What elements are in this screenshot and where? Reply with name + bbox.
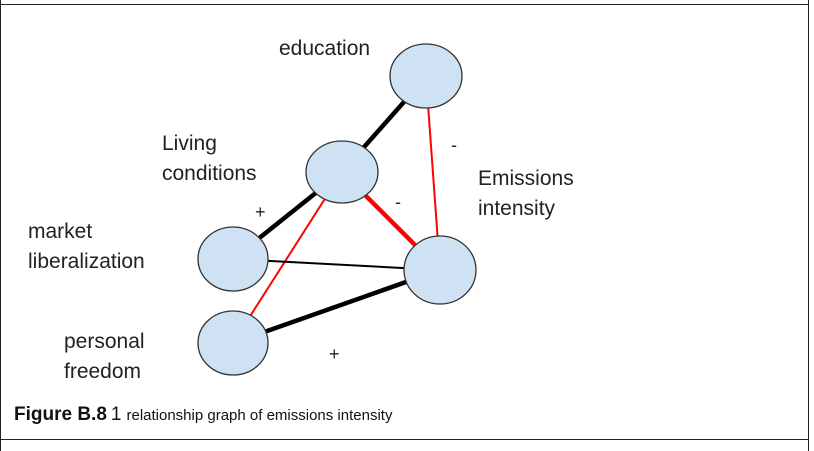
label-personal-freedom: personal freedom bbox=[64, 330, 145, 383]
frame-top-border bbox=[0, 4, 809, 5]
node-personal-freedom bbox=[197, 310, 269, 376]
figure-caption: Figure B.8 1 relationship graph of emissio… bbox=[14, 404, 392, 426]
label-education: education bbox=[279, 37, 371, 60]
frame-right-border bbox=[808, 0, 809, 451]
figure-caption-text: relationship graph of emissions intensit… bbox=[126, 407, 393, 424]
edge-personal-freedom-emissions-intensity bbox=[232, 267, 441, 346]
label-market-liberalization: market liberalization bbox=[28, 220, 145, 273]
node-education bbox=[389, 43, 463, 109]
node-living-conditions bbox=[305, 140, 379, 204]
caption-bottom-border bbox=[0, 439, 809, 440]
sign-living-emissions: - bbox=[395, 192, 401, 212]
edge-living-conditions-personal-freedom bbox=[232, 171, 343, 344]
label-emissions-intensity: Emissions intensity bbox=[478, 167, 574, 220]
node-emissions-intensity bbox=[403, 235, 477, 305]
frame-left-border bbox=[0, 0, 1, 451]
node-market-liberalization bbox=[197, 226, 269, 292]
sign-freedom-emissions: + bbox=[329, 344, 340, 364]
figure-label: Figure B.8 bbox=[14, 404, 107, 425]
sign-living-market: + bbox=[255, 202, 266, 222]
figure-number: 1 bbox=[110, 404, 122, 425]
sign-education-emissions: - bbox=[451, 135, 457, 155]
label-living-conditions: Living conditions bbox=[162, 132, 257, 185]
